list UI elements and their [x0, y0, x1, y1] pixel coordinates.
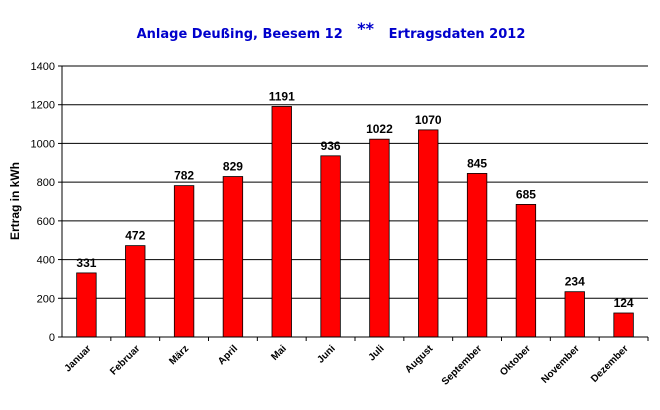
y-tick-label: 0	[49, 332, 55, 344]
data-label: 685	[516, 187, 536, 201]
x-tick-label: August	[403, 343, 436, 376]
x-tick-label: Februar	[108, 343, 142, 377]
y-tick-label: 1000	[31, 138, 55, 150]
data-label: 829	[223, 160, 243, 174]
bar-Juli	[369, 138, 390, 338]
data-label: 845	[467, 156, 487, 170]
y-tick-labels: 0 200 400 600 800 1000 1200 1400	[31, 61, 55, 344]
x-tick-label: Oktober	[498, 343, 533, 378]
y-tick-label: 1200	[31, 100, 55, 112]
data-label: 1070	[415, 113, 442, 127]
chart-title-part-2: Ertragsdaten 2012	[389, 27, 526, 42]
y-tick-label: 200	[37, 293, 55, 305]
data-label: 782	[174, 169, 194, 183]
bar-Oktober	[515, 204, 537, 338]
x-tick-label: November	[540, 343, 582, 385]
data-labels: 331 472 782 829 1191 936 1022 1070 845 685 234 124	[76, 89, 634, 310]
y-tick-label: 400	[37, 255, 55, 267]
x-tick-label: Mai	[269, 343, 289, 363]
x-tick-label: Dezember	[589, 343, 631, 385]
bar-November	[564, 291, 585, 338]
bar-April	[222, 176, 244, 338]
data-label: 1191	[269, 89, 295, 103]
x-tick-label: März	[167, 343, 191, 367]
chart-title: Anlage Deußing, Beesem 12 ** Ertragsdate…	[137, 19, 526, 42]
chart-title-part-1: Anlage Deußing, Beesem 12	[137, 27, 343, 42]
bar-September	[466, 173, 488, 338]
x-tick-label: Januar	[63, 343, 94, 374]
data-label: 472	[125, 229, 145, 243]
chart-title-stars: **	[357, 19, 374, 38]
x-tick-label: Juni	[315, 343, 337, 365]
bar-August	[418, 129, 439, 338]
y-tick-label: 600	[37, 216, 55, 228]
data-label: 124	[614, 296, 634, 310]
data-label: 1022	[366, 122, 393, 136]
bars	[76, 106, 634, 338]
y-tick-label: 800	[37, 177, 55, 189]
x-tick-label: September	[440, 343, 484, 387]
y-axis-label: Ertrag in kWh	[8, 162, 22, 240]
bar-Dezember	[613, 312, 634, 338]
bar-Januar	[76, 272, 97, 338]
gridlines	[62, 65, 648, 299]
x-tick-label: April	[216, 343, 240, 367]
bar-März	[173, 185, 195, 338]
y-tick-label: 1400	[31, 61, 55, 73]
x-tick-label: Juli	[367, 343, 387, 363]
data-label: 234	[565, 275, 585, 289]
bar-Mai	[271, 106, 292, 338]
bar-Februar	[125, 245, 146, 338]
data-label: 936	[321, 139, 341, 153]
axes	[58, 65, 649, 341]
x-tick-labels: Januar Februar März April Mai Juni Juli August S…	[63, 343, 631, 388]
data-label: 331	[76, 256, 96, 270]
bar-Juni	[320, 155, 341, 338]
